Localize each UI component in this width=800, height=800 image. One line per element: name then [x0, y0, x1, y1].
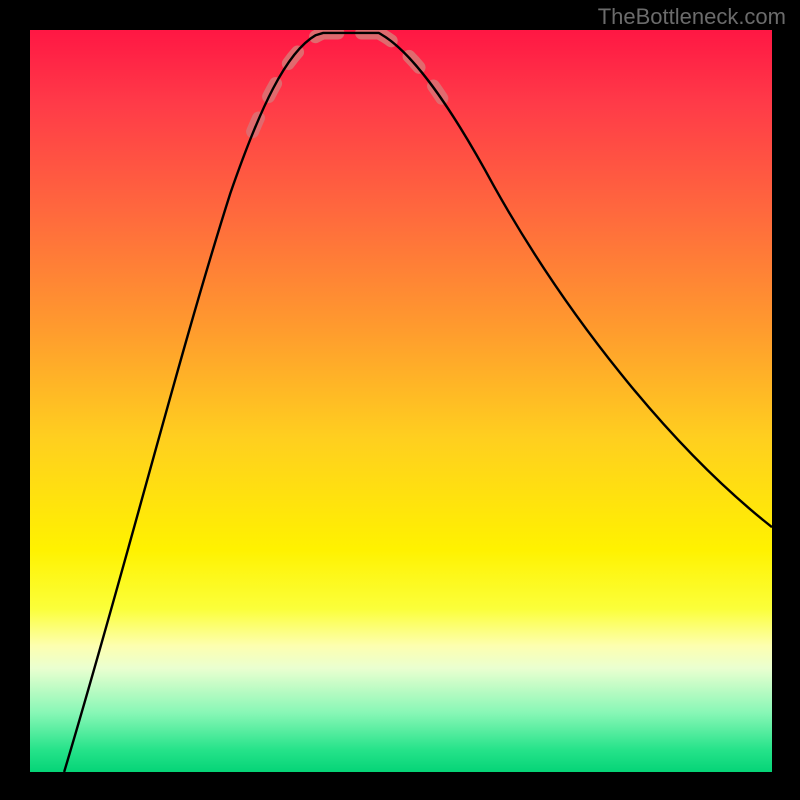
watermark-text: TheBottleneck.com	[598, 4, 786, 30]
chart-stage: TheBottleneck.com	[0, 0, 800, 800]
valley-highlight-segment	[379, 33, 444, 101]
plot-area	[30, 30, 772, 772]
bottleneck-curve	[30, 30, 772, 772]
valley-highlight-group	[253, 33, 444, 132]
valley-highlight-segment	[253, 33, 323, 132]
bottleneck-curve-line	[64, 33, 772, 772]
